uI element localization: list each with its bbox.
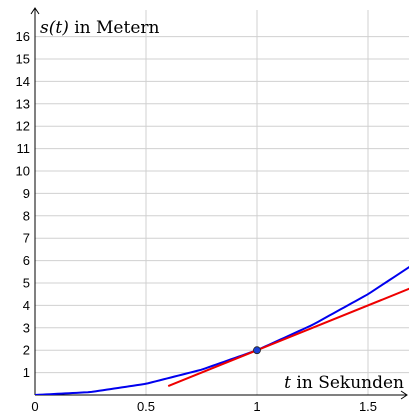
x-axis-label-symbol: t [284,373,291,393]
point-a [253,346,261,355]
y-tick-label: 12 [16,119,30,134]
y-tick-label: 2 [23,343,30,358]
x-tick-label: 1 [253,399,260,413]
y-tick-label: 7 [23,231,30,246]
y-tick-label: 13 [16,96,30,111]
y-tick-label: 1 [23,365,30,380]
y-axis-label-text: in Metern [69,18,160,38]
grid [35,10,409,395]
y-axis-arrow [30,7,40,15]
plot-area [35,266,409,395]
x-axis-label-text: in Sekunden [291,373,404,393]
y-tick-label: 5 [23,276,30,291]
axes [30,7,408,400]
series-s-curve [35,266,409,395]
y-tick-label: 9 [23,186,30,201]
x-axis-label: t in Sekunden [284,373,404,393]
tick-labels: 00.511.522.5312345678910111213141516 [16,29,378,413]
y-tick-label: 11 [17,141,31,156]
y-axis-label: s(t) in Metern [40,18,160,38]
y-tick-label: 3 [23,320,30,335]
y-tick-label: 6 [23,253,30,268]
secant-line [167,287,409,387]
y-axis-label-symbol: s(t) [40,18,69,38]
y-tick-label: 16 [16,29,30,44]
y-tick-label: 10 [16,164,30,179]
y-tick-label: 14 [16,74,30,89]
x-tick-label: 0 [31,399,38,413]
y-tick-label: 8 [23,208,30,223]
x-tick-label: 0.5 [137,399,155,413]
x-tick-label: 1.5 [359,399,377,413]
y-tick-label: 4 [23,298,30,313]
y-tick-label: 15 [16,52,30,67]
x-axis-arrow [400,390,408,400]
